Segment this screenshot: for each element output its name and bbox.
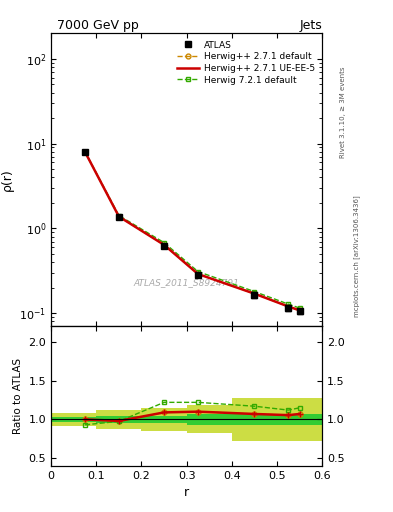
Text: 7000 GeV pp: 7000 GeV pp	[57, 19, 138, 32]
Text: ATLAS_2011_S8924791: ATLAS_2011_S8924791	[134, 278, 240, 287]
X-axis label: r: r	[184, 486, 189, 499]
Legend: ATLAS, Herwig++ 2.7.1 default, Herwig++ 2.7.1 UE-EE-5, Herwig 7.2.1 default: ATLAS, Herwig++ 2.7.1 default, Herwig++ …	[174, 38, 318, 88]
Y-axis label: ρ(r): ρ(r)	[1, 168, 14, 191]
Y-axis label: Ratio to ATLAS: Ratio to ATLAS	[13, 358, 23, 434]
Text: Jets: Jets	[299, 19, 322, 32]
Text: mcplots.cern.ch [arXiv:1306.3436]: mcplots.cern.ch [arXiv:1306.3436]	[354, 195, 360, 317]
Text: Rivet 3.1.10, ≥ 3M events: Rivet 3.1.10, ≥ 3M events	[340, 67, 346, 158]
